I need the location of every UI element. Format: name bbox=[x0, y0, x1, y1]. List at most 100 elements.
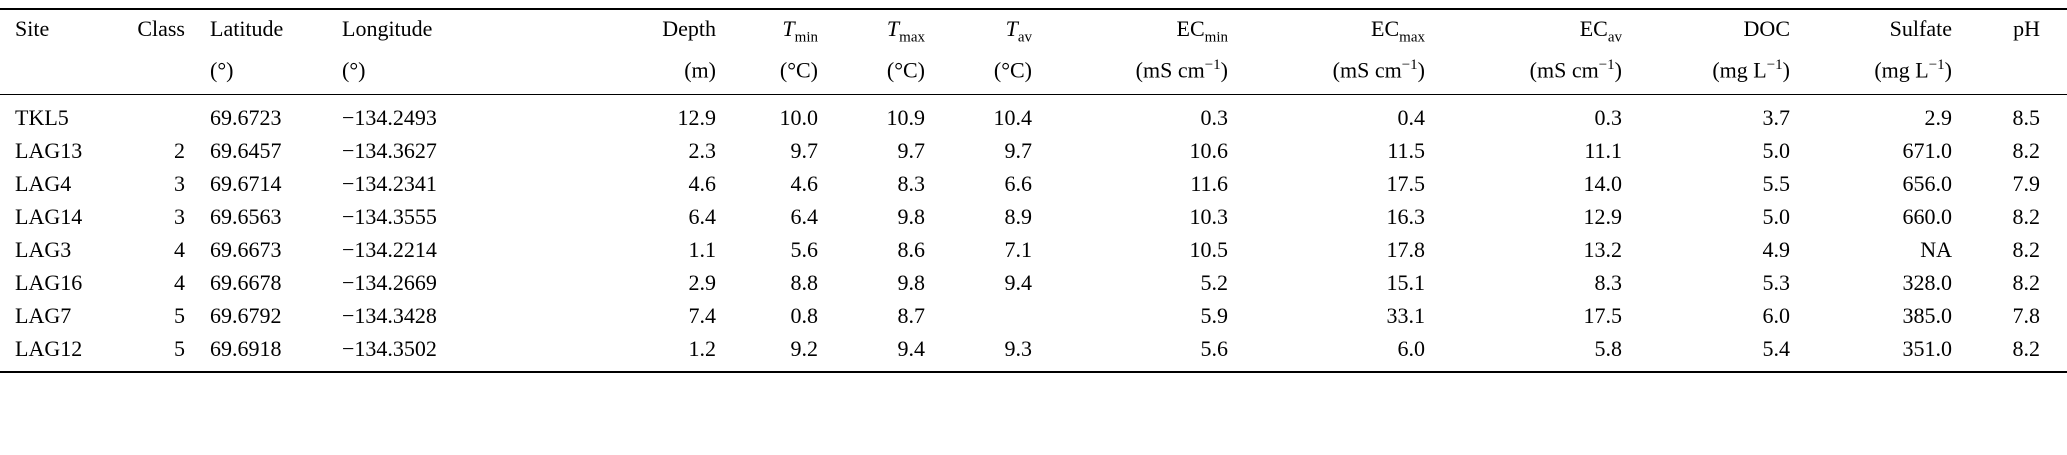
column-label: Tmin bbox=[782, 16, 818, 46]
column-label: Site bbox=[15, 16, 50, 41]
table-row: LAG3 4 69.6673 −134.2214 1.1 5.6 8.6 7.1 10.5 17.… bbox=[0, 233, 2067, 266]
column-unit: (m) bbox=[684, 57, 716, 83]
column-label: ECav bbox=[1579, 16, 1622, 46]
cell-longitude: −134.3502 bbox=[342, 335, 437, 361]
column-header-depth: Depth (m) bbox=[484, 9, 716, 95]
table-wrapper: Site Class Latitude (°) Longitude (°) De… bbox=[0, 8, 2067, 373]
cell-class: 4 bbox=[174, 236, 185, 262]
cell-ecmax: 11.5 bbox=[1387, 137, 1425, 163]
table-header: Site Class Latitude (°) Longitude (°) De… bbox=[0, 9, 2067, 95]
cell-tav: 9.4 bbox=[1004, 269, 1033, 295]
cell-ph: 8.2 bbox=[2012, 236, 2041, 262]
column-header-longitude: Longitude (°) bbox=[324, 9, 484, 95]
column-label: Tmax bbox=[886, 16, 925, 46]
column-unit: (mS cm−1) bbox=[1332, 57, 1425, 83]
cell-tmin: 0.8 bbox=[790, 302, 819, 328]
cell-doc: 4.9 bbox=[1762, 236, 1791, 262]
cell-longitude: −134.2669 bbox=[342, 269, 437, 295]
cell-ecav: 5.8 bbox=[1594, 335, 1623, 361]
cell-class: 3 bbox=[174, 203, 185, 229]
cell-ecmax: 0.4 bbox=[1397, 104, 1426, 130]
cell-ecav: 14.0 bbox=[1583, 170, 1623, 196]
cell-ecmax: 6.0 bbox=[1397, 335, 1426, 361]
cell-ph: 8.2 bbox=[2012, 137, 2041, 163]
table-row: LAG7 5 69.6792 −134.3428 7.4 0.8 8.7 5.9 33.1 17.… bbox=[0, 299, 2067, 332]
cell-tmin: 9.7 bbox=[790, 137, 819, 163]
cell-ecav: 8.3 bbox=[1594, 269, 1623, 295]
cell-ecmax: 17.5 bbox=[1386, 170, 1426, 196]
cell-ecmax: 16.3 bbox=[1386, 203, 1426, 229]
column-unit: (°) bbox=[210, 57, 234, 83]
cell-depth: 6.4 bbox=[688, 203, 717, 229]
cell-longitude: −134.2493 bbox=[342, 104, 437, 130]
cell-tav bbox=[925, 299, 1032, 332]
column-label: Depth bbox=[662, 16, 716, 41]
cell-tmax: 9.8 bbox=[897, 269, 926, 295]
column-unit: (°C) bbox=[779, 57, 818, 83]
header-row: Site Class Latitude (°) Longitude (°) De… bbox=[0, 9, 2067, 95]
table-row: LAG16 4 69.6678 −134.2669 2.9 8.8 9.8 9.4 5.2 15.… bbox=[0, 266, 2067, 299]
cell-tmin: 8.8 bbox=[790, 269, 819, 295]
cell-ecmin: 10.6 bbox=[1189, 137, 1229, 163]
cell-ph: 8.5 bbox=[2012, 104, 2041, 130]
column-unit: (mg L−1) bbox=[1712, 57, 1790, 83]
column-header-tav: Tav (°C) bbox=[925, 9, 1032, 95]
cell-ecav: 11.1 bbox=[1584, 137, 1622, 163]
column-header-tmin: Tmin (°C) bbox=[716, 9, 818, 95]
table-body: TKL5 69.6723 −134.2493 12.9 10.0 10.9 10.4 0.3 0… bbox=[0, 94, 2067, 372]
cell-tmax: 9.8 bbox=[897, 203, 926, 229]
cell-site: LAG14 bbox=[15, 203, 83, 229]
cell-latitude: 69.6563 bbox=[210, 203, 282, 229]
cell-depth: 2.9 bbox=[688, 269, 717, 295]
column-header-class: Class bbox=[114, 9, 185, 95]
cell-sulfate: 385.0 bbox=[1902, 302, 1953, 328]
cell-sulfate: 660.0 bbox=[1902, 203, 1953, 229]
cell-site: LAG12 bbox=[15, 335, 83, 361]
cell-ph: 8.2 bbox=[2012, 335, 2041, 361]
cell-doc: 5.4 bbox=[1762, 335, 1791, 361]
cell-class: 5 bbox=[174, 302, 185, 328]
cell-ecmax: 33.1 bbox=[1386, 302, 1426, 328]
cell-tav: 8.9 bbox=[1004, 203, 1033, 229]
cell-latitude: 69.6723 bbox=[210, 104, 282, 130]
cell-tmin: 5.6 bbox=[790, 236, 819, 262]
table-row: LAG14 3 69.6563 −134.3555 6.4 6.4 9.8 8.9 10.3 16… bbox=[0, 200, 2067, 233]
cell-ecmin: 5.2 bbox=[1200, 269, 1229, 295]
cell-doc: 6.0 bbox=[1762, 302, 1791, 328]
column-label: ECmax bbox=[1371, 16, 1425, 46]
table-row: LAG12 5 69.6918 −134.3502 1.2 9.2 9.4 9.3 5.6 6.0… bbox=[0, 332, 2067, 372]
cell-tav: 6.6 bbox=[1004, 170, 1033, 196]
cell-site: LAG3 bbox=[15, 236, 72, 262]
cell-site: LAG7 bbox=[15, 302, 72, 328]
cell-tav: 9.3 bbox=[1004, 335, 1033, 361]
cell-site: LAG4 bbox=[15, 170, 72, 196]
cell-latitude: 69.6673 bbox=[210, 236, 282, 262]
column-label: pH bbox=[2013, 16, 2040, 41]
cell-ecav: 12.9 bbox=[1583, 203, 1623, 229]
cell-tmax: 9.7 bbox=[897, 137, 926, 163]
cell-ecmin: 0.3 bbox=[1200, 104, 1229, 130]
column-header-ph: pH bbox=[1952, 9, 2067, 95]
column-unit: (mS cm−1) bbox=[1529, 57, 1622, 83]
column-unit: (mS cm−1) bbox=[1135, 57, 1228, 83]
column-label: Sulfate bbox=[1889, 16, 1952, 41]
cell-class: 3 bbox=[174, 170, 185, 196]
cell-class: 5 bbox=[174, 335, 185, 361]
cell-sulfate: 656.0 bbox=[1902, 170, 1953, 196]
column-unit: (°C) bbox=[993, 57, 1032, 83]
cell-doc: 5.0 bbox=[1762, 203, 1791, 229]
cell-class bbox=[114, 94, 185, 134]
cell-tmax: 8.7 bbox=[897, 302, 926, 328]
cell-ecmin: 10.5 bbox=[1189, 236, 1229, 262]
cell-tmin: 4.6 bbox=[790, 170, 819, 196]
cell-tmin: 10.0 bbox=[779, 104, 819, 130]
cell-tmax: 8.6 bbox=[897, 236, 926, 262]
cell-latitude: 69.6792 bbox=[210, 302, 282, 328]
column-header-latitude: Latitude (°) bbox=[185, 9, 324, 95]
cell-tav: 9.7 bbox=[1004, 137, 1033, 163]
column-label: Class bbox=[137, 16, 185, 41]
cell-tmin: 9.2 bbox=[790, 335, 819, 361]
cell-tav: 10.4 bbox=[993, 104, 1033, 130]
column-label: Tav bbox=[1005, 16, 1032, 46]
cell-ecav: 17.5 bbox=[1583, 302, 1623, 328]
